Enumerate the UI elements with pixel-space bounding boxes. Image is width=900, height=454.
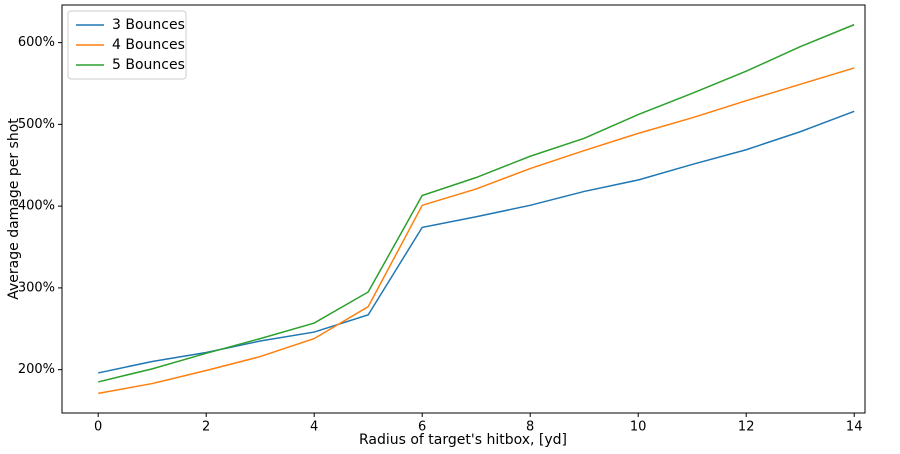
- y-tick-label: 600%: [18, 35, 55, 50]
- y-axis-label: Average damage per shot: [6, 118, 22, 300]
- legend-label: 5 Bounces: [112, 57, 185, 73]
- y-tick-label: 300%: [18, 280, 55, 295]
- series-line: [98, 110, 855, 374]
- legend-box: [67, 10, 187, 80]
- x-tick-label: 2: [202, 420, 210, 435]
- y-tick-label: 200%: [18, 362, 55, 377]
- x-tick-label: 10: [630, 420, 647, 435]
- x-axis-label: Radius of target's hitbox, [yd]: [359, 432, 567, 448]
- y-tick-label: 400%: [18, 199, 55, 214]
- plot-frame: [61, 4, 866, 414]
- x-tick-label: 8: [526, 420, 534, 435]
- y-tick-label: 500%: [18, 117, 55, 132]
- series-line: [98, 23, 855, 383]
- x-tick-label: 4: [310, 420, 318, 435]
- series-line: [98, 67, 855, 395]
- x-tick-label: 0: [94, 420, 102, 435]
- legend-label: 4 Bounces: [112, 37, 185, 53]
- x-tick-label: 14: [846, 420, 863, 435]
- x-tick-label: 12: [738, 420, 755, 435]
- x-tick-label: 6: [418, 420, 426, 435]
- legend-label: 3 Bounces: [112, 17, 185, 33]
